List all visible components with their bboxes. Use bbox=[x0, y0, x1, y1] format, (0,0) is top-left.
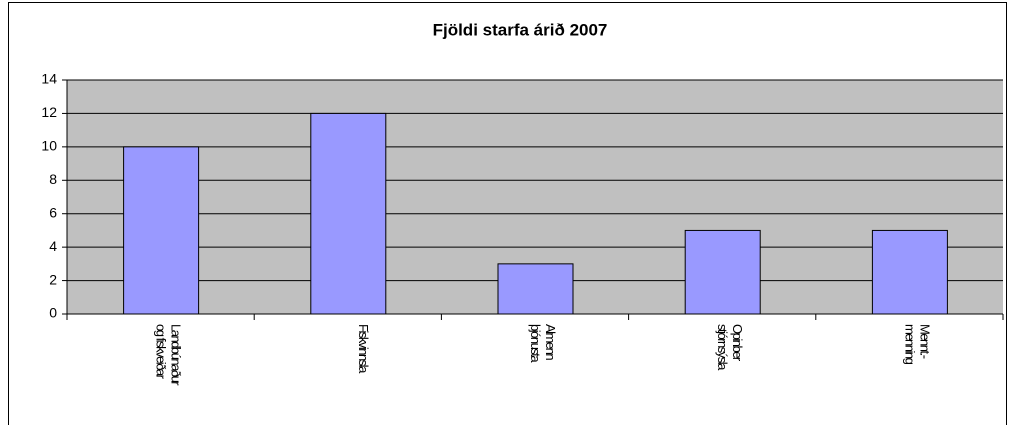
bar bbox=[310, 112, 387, 315]
y-tick-label: 0 bbox=[49, 305, 57, 321]
y-tick-label: 6 bbox=[49, 204, 57, 220]
x-tick-label: Landbúnaðurog fiskveiðar bbox=[153, 324, 183, 386]
x-tick-label: Almennþjónusta bbox=[528, 324, 558, 363]
y-tick-label: 2 bbox=[49, 271, 57, 287]
bar bbox=[497, 263, 574, 315]
x-tick-label: Fiskvinnsla bbox=[355, 324, 370, 374]
bar bbox=[684, 229, 761, 315]
x-tick-label: Mennt.-menning bbox=[902, 324, 932, 365]
y-tick-label: 8 bbox=[49, 171, 57, 187]
y-tick-label: 10 bbox=[41, 138, 57, 154]
bar bbox=[123, 146, 200, 315]
y-tick-label: 14 bbox=[41, 71, 57, 87]
y-tick-label: 12 bbox=[41, 104, 57, 120]
x-tick-label: Opinberstjórnsýsla bbox=[715, 324, 745, 371]
bar bbox=[871, 229, 948, 315]
chart-title: Fjöldi starfa árið 2007 bbox=[433, 20, 608, 39]
y-tick-label: 4 bbox=[49, 238, 57, 254]
